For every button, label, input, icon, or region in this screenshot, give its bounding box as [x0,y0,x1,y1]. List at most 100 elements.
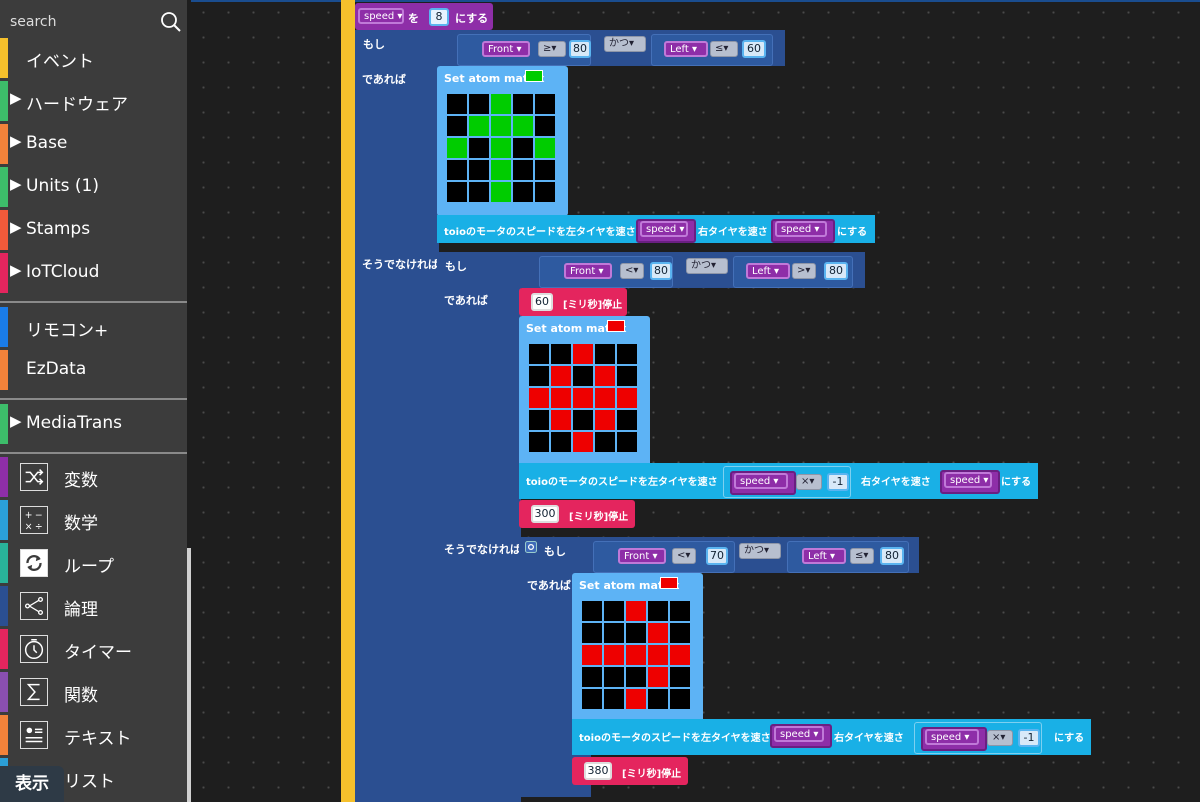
led-cell[interactable] [617,344,637,364]
led-cell[interactable] [604,623,624,643]
multiplier-input[interactable]: -1 [1018,729,1040,747]
matrix-color-swatch[interactable] [660,577,678,589]
if-else-block[interactable] [355,30,439,802]
variable-dropdown[interactable]: speed ▾ [925,729,979,745]
led-cell[interactable] [595,410,615,430]
led-cell[interactable] [595,432,615,452]
led-cell[interactable] [604,667,624,687]
set-atom-matrix-block[interactable]: Set atom matrix [437,66,568,216]
led-cell[interactable] [573,366,593,386]
compare-block[interactable]: Front ▾ <▾ 70 [593,541,735,573]
wait-value-input[interactable]: 300 [531,505,559,523]
led-cell[interactable] [573,388,593,408]
led-cell[interactable] [447,160,467,180]
sensor-dropdown[interactable]: Left ▾ [746,263,790,279]
led-cell[interactable] [626,667,646,687]
category-hardware[interactable]: ▶ ハードウェア [0,81,187,121]
led-cell[interactable] [513,94,533,114]
led-cell[interactable] [513,138,533,158]
led-cell[interactable] [595,366,615,386]
if-else-block[interactable] [437,252,521,802]
led-cell[interactable] [551,366,571,386]
variable-dropdown[interactable]: speed ▾ [734,473,788,489]
sensor-dropdown[interactable]: Left ▾ [802,548,846,564]
toio-motor-block[interactable]: toioのモータのスピードを左タイヤを速さ speed ▾ ×▾ -1 右タイヤ… [519,463,1038,499]
category-iotcloud[interactable]: ▶ IoTCloud [0,253,187,293]
led-cell[interactable] [617,388,637,408]
led-cell[interactable] [447,94,467,114]
multiply-block[interactable]: speed ▾ ×▾ -1 [723,466,851,498]
category-mediatrans[interactable]: ▶ MediaTrans [0,404,187,444]
category-timer[interactable]: タイマー [0,629,187,669]
operator-dropdown[interactable]: ≤▾ [710,41,738,57]
operator-dropdown[interactable]: ≥▾ [538,41,566,57]
category-logic[interactable]: 論理 [0,586,187,626]
led-cell[interactable] [551,388,571,408]
led-cell[interactable] [595,344,615,364]
if-header[interactable]: もし Front ▾ <▾ 70 かつ▾ Left ▾ ≤▾ 80 [519,537,919,573]
led-grid[interactable] [447,94,555,202]
led-cell[interactable] [551,432,571,452]
operator-dropdown[interactable]: ×▾ [796,474,822,490]
operator-dropdown[interactable]: <▾ [672,548,696,564]
led-cell[interactable] [491,160,511,180]
led-cell[interactable] [648,645,668,665]
led-cell[interactable] [582,689,602,709]
variable-dropdown[interactable]: speed ▾ [358,8,404,24]
set-atom-matrix-block[interactable]: Set atom matrix [519,316,650,466]
toio-motor-block[interactable]: toioのモータのスピードを左タイヤを速さ speed ▾ 右タイヤを速さ sp… [572,719,1091,755]
operator-dropdown[interactable]: ≤▾ [850,548,874,564]
led-cell[interactable] [551,344,571,364]
compare-value-input[interactable]: 80 [569,40,591,58]
led-cell[interactable] [469,138,489,158]
led-cell[interactable] [535,182,555,202]
wait-ms-block[interactable]: 60 [ミリ秒]停止 [519,288,627,316]
led-cell[interactable] [491,94,511,114]
wait-ms-block[interactable]: 380 [ミリ秒]停止 [572,757,688,785]
category-functions[interactable]: 関数 [0,672,187,712]
led-cell[interactable] [551,410,571,430]
wait-ms-block[interactable]: 300 [ミリ秒]停止 [519,500,635,528]
led-cell[interactable] [529,432,549,452]
wait-value-input[interactable]: 380 [584,762,612,780]
led-cell[interactable] [529,388,549,408]
speed-value-input[interactable]: 8 [429,8,449,26]
gear-icon[interactable] [525,541,537,553]
compare-block[interactable]: Front ▾ <▾ 80 [539,256,673,288]
variable-dropdown[interactable]: speed ▾ [944,472,992,488]
led-cell[interactable] [582,645,602,665]
category-stamps[interactable]: ▶ Stamps [0,210,187,250]
and-dropdown[interactable]: かつ▾ [604,36,646,52]
led-grid[interactable] [529,344,637,452]
led-grid[interactable] [582,601,690,709]
sensor-dropdown[interactable]: Front ▾ [618,548,666,564]
right-speed-var[interactable]: speed ▾ [940,470,1000,494]
led-cell[interactable] [648,667,668,687]
led-cell[interactable] [529,366,549,386]
search-input[interactable] [8,10,152,34]
led-cell[interactable] [648,689,668,709]
led-cell[interactable] [670,623,690,643]
compare-value-input[interactable]: 70 [706,547,728,565]
sensor-dropdown[interactable]: Front ▾ [564,263,612,279]
variable-dropdown[interactable]: speed ▾ [640,221,688,237]
led-cell[interactable] [535,138,555,158]
led-cell[interactable] [604,689,624,709]
category-variables[interactable]: 変数 [0,457,187,497]
and-dropdown[interactable]: かつ▾ [739,543,781,559]
led-cell[interactable] [626,689,646,709]
toio-motor-block[interactable]: toioのモータのスピードを左タイヤを速さ speed ▾ 右タイヤを速さ sp… [437,215,875,243]
event-block-rail[interactable] [341,0,355,802]
led-cell[interactable] [617,432,637,452]
led-cell[interactable] [648,601,668,621]
left-speed-var[interactable]: speed ▾ [770,724,832,748]
category-units[interactable]: ▶ Units (1) [0,167,187,207]
sidebar-scrollbar[interactable] [187,548,191,802]
led-cell[interactable] [670,667,690,687]
category-math[interactable]: + − × ÷ 数学 [0,500,187,540]
compare-value-input[interactable]: 60 [742,40,766,58]
led-cell[interactable] [582,623,602,643]
led-cell[interactable] [447,116,467,136]
left-speed-var[interactable]: speed ▾ [636,219,696,243]
led-cell[interactable] [617,366,637,386]
